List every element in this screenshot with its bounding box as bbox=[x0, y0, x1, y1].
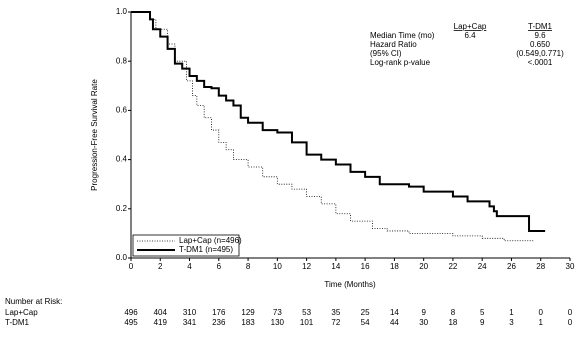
x-tick-label: 6 bbox=[217, 262, 222, 271]
x-tick-label: 12 bbox=[302, 262, 311, 271]
stats-label: Median Time (mo) bbox=[370, 31, 435, 40]
stats-label: Hazard Ratio bbox=[370, 40, 417, 49]
risk-count: 9 bbox=[421, 308, 426, 317]
risk-count: 72 bbox=[331, 318, 340, 327]
legend-label: Lap+Cap (n=496) bbox=[179, 236, 242, 245]
stats-header: Lap+Cap bbox=[454, 22, 487, 31]
x-tick-label: 24 bbox=[478, 262, 487, 271]
risk-title: Number at Risk: bbox=[5, 297, 62, 306]
stats-header: T-DM1 bbox=[528, 22, 553, 31]
x-tick-label: 10 bbox=[273, 262, 282, 271]
x-tick-label: 8 bbox=[246, 262, 251, 271]
risk-count: 14 bbox=[390, 308, 399, 317]
risk-count: 419 bbox=[154, 318, 168, 327]
risk-count: 9 bbox=[480, 318, 485, 327]
x-tick-label: 4 bbox=[187, 262, 192, 271]
y-tick-label: 0.4 bbox=[116, 155, 128, 164]
risk-count: 1 bbox=[539, 318, 544, 327]
y-tick-label: 0.6 bbox=[116, 106, 128, 115]
y-axis-label: Progression-Free Survival Rate bbox=[90, 79, 99, 191]
risk-count: 0 bbox=[568, 318, 573, 327]
risk-count: 183 bbox=[241, 318, 255, 327]
risk-count: 496 bbox=[124, 308, 138, 317]
x-tick-label: 22 bbox=[448, 262, 457, 271]
risk-count: 404 bbox=[154, 308, 168, 317]
x-axis-label: Time (Months) bbox=[324, 280, 376, 289]
x-tick-label: 2 bbox=[158, 262, 163, 271]
risk-count: 3 bbox=[509, 318, 514, 327]
x-tick-label: 16 bbox=[361, 262, 370, 271]
risk-count: 1 bbox=[509, 308, 514, 317]
risk-count: 44 bbox=[390, 318, 399, 327]
risk-count: 25 bbox=[361, 308, 370, 317]
legend-label: T-DM1 (n=495) bbox=[179, 245, 233, 254]
risk-count: 54 bbox=[361, 318, 370, 327]
stats-value: 0.650 bbox=[530, 40, 551, 49]
risk-count: 0 bbox=[568, 308, 573, 317]
risk-count: 53 bbox=[302, 308, 311, 317]
stats-value: 6.4 bbox=[464, 31, 476, 40]
x-tick-label: 18 bbox=[390, 262, 399, 271]
stats-value: <.0001 bbox=[528, 58, 553, 67]
x-tick-label: 0 bbox=[129, 262, 134, 271]
risk-count: 341 bbox=[183, 318, 197, 327]
risk-count: 310 bbox=[183, 308, 197, 317]
x-tick-label: 14 bbox=[331, 262, 340, 271]
risk-count: 129 bbox=[241, 308, 255, 317]
stats-value: 9.6 bbox=[534, 31, 546, 40]
x-tick-label: 26 bbox=[507, 262, 516, 271]
risk-count: 0 bbox=[539, 308, 544, 317]
risk-count: 18 bbox=[448, 318, 457, 327]
risk-count: 101 bbox=[300, 318, 314, 327]
y-tick-label: 0.2 bbox=[116, 204, 128, 213]
stats-label: (95% CI) bbox=[370, 49, 402, 58]
risk-count: 176 bbox=[212, 308, 226, 317]
x-tick-label: 30 bbox=[566, 262, 575, 271]
risk-row-label: Lap+Cap bbox=[5, 308, 38, 317]
stats-label: Log-rank p-value bbox=[370, 58, 431, 67]
y-tick-label: 1.0 bbox=[116, 7, 128, 16]
x-tick-label: 20 bbox=[419, 262, 428, 271]
y-tick-label: 0.0 bbox=[116, 253, 128, 262]
x-tick-label: 28 bbox=[536, 262, 545, 271]
risk-count: 30 bbox=[419, 318, 428, 327]
risk-row-label: T-DM1 bbox=[5, 318, 30, 327]
risk-count: 8 bbox=[451, 308, 456, 317]
risk-count: 35 bbox=[331, 308, 340, 317]
risk-count: 5 bbox=[480, 308, 485, 317]
risk-count: 495 bbox=[124, 318, 138, 327]
survival-curve bbox=[131, 11, 534, 242]
risk-count: 73 bbox=[273, 308, 282, 317]
risk-count: 130 bbox=[271, 318, 285, 327]
stats-value: (0.549,0.771) bbox=[516, 49, 564, 58]
risk-count: 236 bbox=[212, 318, 226, 327]
y-tick-label: 0.8 bbox=[116, 56, 128, 65]
survival-curve bbox=[131, 11, 546, 232]
